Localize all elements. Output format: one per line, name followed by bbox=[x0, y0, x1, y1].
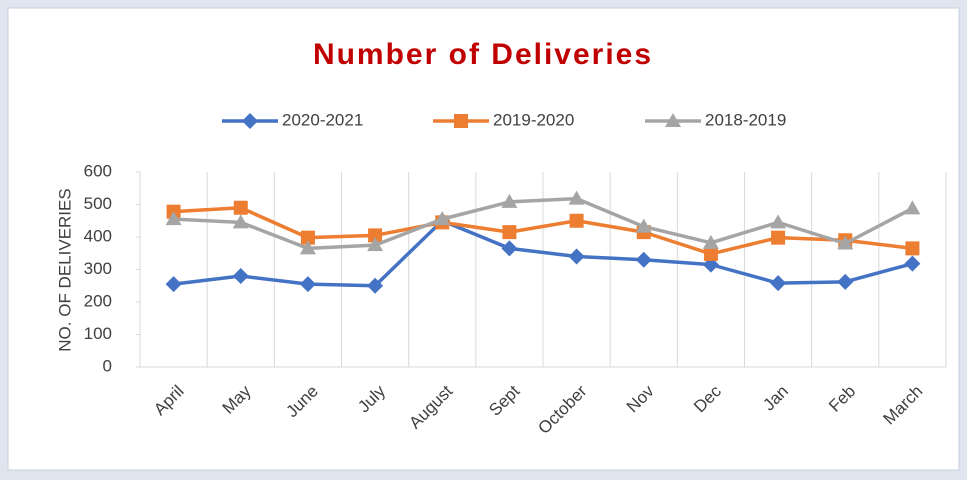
marker bbox=[165, 211, 182, 226]
marker bbox=[703, 246, 718, 261]
marker bbox=[367, 277, 384, 294]
marker bbox=[368, 228, 383, 243]
series-line bbox=[173, 196, 914, 251]
marker bbox=[299, 240, 316, 255]
chart-title: Number of Deliveries bbox=[313, 38, 653, 71]
marker bbox=[702, 234, 719, 249]
legend-label: 2020-2021 bbox=[282, 110, 363, 129]
marker bbox=[770, 214, 787, 229]
marker bbox=[232, 268, 249, 284]
marker bbox=[904, 255, 921, 272]
marker bbox=[905, 241, 920, 256]
marker bbox=[300, 230, 315, 245]
marker bbox=[837, 235, 854, 250]
y-tick-label: 0 bbox=[103, 356, 112, 375]
marker bbox=[904, 200, 921, 215]
series-line bbox=[173, 219, 913, 288]
marker bbox=[771, 230, 786, 245]
series-line bbox=[173, 206, 913, 256]
legend-label: 2018-2019 bbox=[705, 110, 786, 129]
marker bbox=[665, 113, 681, 127]
y-tick-label: 200 bbox=[84, 291, 112, 310]
legend-label: 2019-2020 bbox=[493, 110, 574, 129]
marker bbox=[299, 276, 316, 293]
marker bbox=[242, 113, 258, 129]
marker bbox=[635, 218, 652, 233]
marker bbox=[233, 200, 248, 215]
marker bbox=[770, 275, 787, 292]
y-tick-label: 500 bbox=[84, 194, 112, 213]
marker bbox=[635, 251, 652, 268]
marker bbox=[165, 276, 182, 293]
y-tick-label: 300 bbox=[84, 259, 112, 278]
y-tick-label: 100 bbox=[84, 324, 112, 343]
y-tick-label: 600 bbox=[84, 161, 112, 180]
marker bbox=[367, 237, 384, 252]
marker bbox=[568, 248, 585, 265]
y-tick-label: 400 bbox=[84, 226, 112, 245]
marker bbox=[569, 213, 584, 228]
marker bbox=[232, 214, 249, 229]
marker bbox=[837, 273, 854, 290]
marker bbox=[454, 114, 468, 128]
y-axis-label: NO. OF DELIVERIES bbox=[55, 188, 74, 351]
marker bbox=[501, 240, 518, 257]
marker bbox=[434, 211, 451, 226]
marker bbox=[568, 190, 585, 205]
marker bbox=[501, 193, 518, 208]
marker bbox=[502, 225, 517, 240]
